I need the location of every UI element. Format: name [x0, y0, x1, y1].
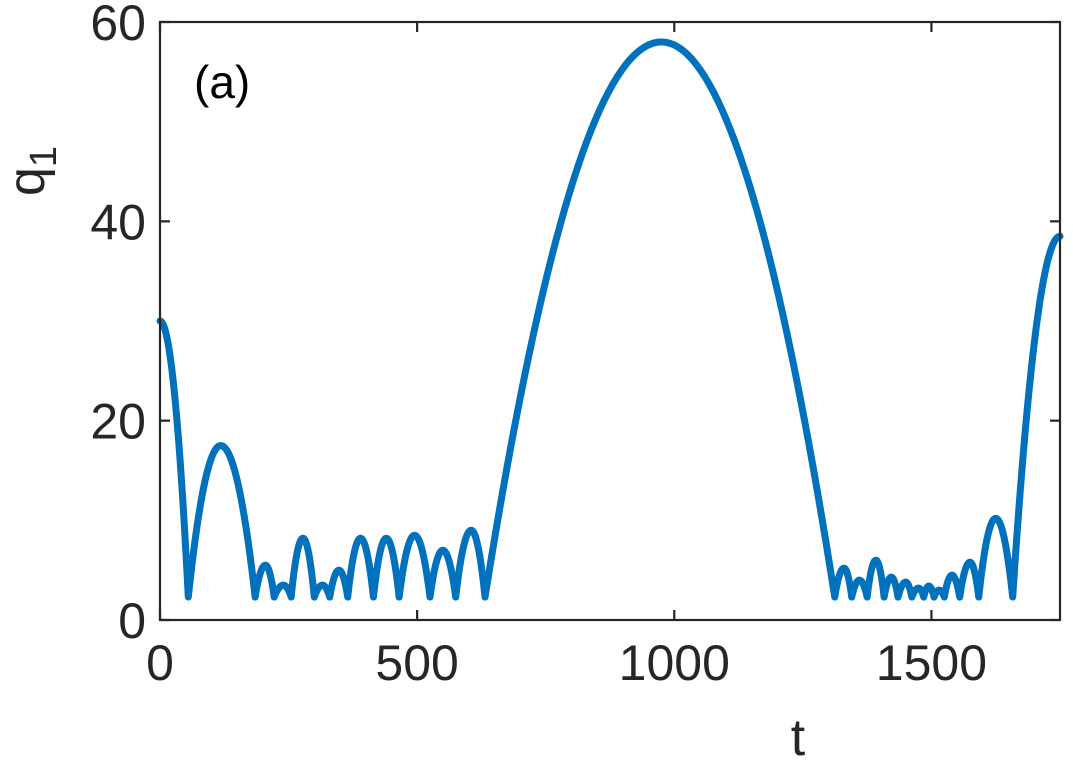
x-axis-label: t	[791, 709, 806, 760]
y-tick-label: 0	[118, 593, 146, 649]
tick-marks	[158, 20, 1060, 622]
panel-annotation: (a)	[194, 56, 250, 108]
x-tick-label: 1000	[619, 635, 730, 691]
y-tick-label: 60	[90, 0, 146, 51]
axes-box	[158, 20, 1062, 622]
tick-labels: 0 500 1000 1500 0 20 40 60	[90, 0, 987, 691]
y-axis-label-main: q	[0, 167, 56, 196]
x-tick-label: 500	[375, 635, 458, 691]
y-axis-label: q1	[0, 146, 65, 196]
x-tick-label: 0	[146, 635, 174, 691]
x-tick-label: 1500	[876, 635, 987, 691]
y-axis-label-subscript: 1	[23, 146, 65, 167]
y-tick-label: 40	[90, 194, 146, 250]
series-line-q1	[156, 38, 1064, 601]
y-tick-label: 20	[90, 394, 146, 450]
